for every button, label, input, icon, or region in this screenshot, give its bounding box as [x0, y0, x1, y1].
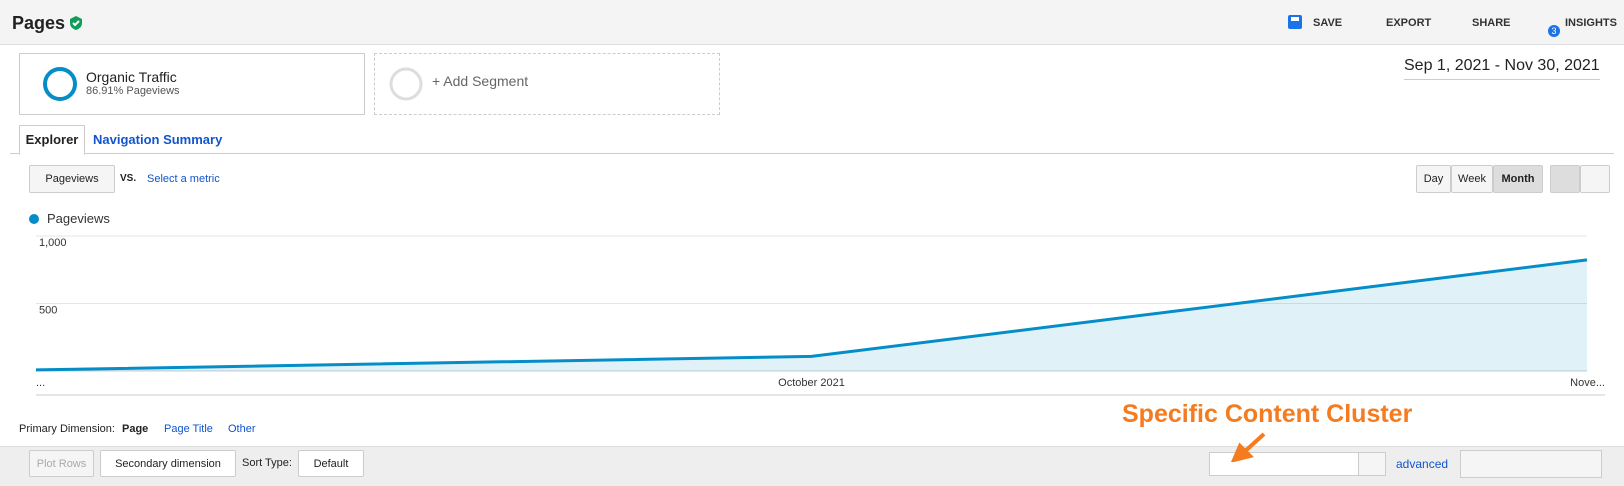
vs-label: VS. [120, 173, 137, 184]
share-button[interactable]: SHARE [1472, 17, 1511, 29]
legend-label: Pageviews [47, 211, 110, 226]
advanced-link[interactable]: advanced [1396, 457, 1449, 471]
add-segment[interactable]: + Add Segment [432, 73, 529, 89]
view-switcher[interactable] [1460, 450, 1602, 478]
x-tick-label: October 2021 [778, 377, 845, 389]
dimension[interactable]: Page [122, 423, 149, 435]
dimension[interactable]: Page Title [164, 423, 213, 435]
date-range[interactable]: Sep 1, 2021 - Nov 30, 2021 [1404, 57, 1600, 80]
line-chart-toggle[interactable] [1550, 165, 1580, 193]
x-tick-label: ... [36, 377, 45, 389]
segment-detail: 86.91% Pageviews [86, 85, 180, 97]
segment-name: Organic Traffic [86, 69, 177, 85]
annotation-arrow [1230, 432, 1266, 462]
insights-badge: 3 [1548, 25, 1560, 37]
tab[interactable]: Navigation Summary [93, 132, 223, 147]
annotation: Specific Content Cluster [1122, 400, 1413, 428]
insights-button[interactable]: INSIGHTS [1565, 17, 1617, 29]
verified-icon [70, 16, 82, 30]
segment-ring [43, 67, 77, 101]
plot-rows[interactable]: Plot Rows [29, 450, 94, 477]
x-tick-label: Nove... [1570, 377, 1605, 389]
search-button[interactable] [1358, 452, 1386, 476]
page-title: Pages [12, 13, 66, 33]
line [35, 258, 1588, 372]
y-tick-label: 1,000 [39, 237, 67, 249]
tab-rule [10, 153, 1614, 154]
period-button[interactable]: Day [1416, 165, 1451, 193]
sort-type[interactable]: Default [298, 450, 364, 477]
save-button[interactable]: SAVE [1313, 17, 1343, 29]
dimension[interactable]: Other [228, 423, 256, 435]
metric-select[interactable]: Pageviews [29, 165, 115, 193]
save-icon[interactable] [1288, 15, 1302, 29]
chart: Pageviews 1,000 500... October 2021 Nove... [29, 211, 1605, 396]
select-metric[interactable]: Select a metric [147, 173, 220, 185]
export-button[interactable]: EXPORT [1386, 17, 1432, 29]
segment-card[interactable] [19, 53, 365, 115]
area [36, 259, 1587, 371]
primary-dimension-label: Primary Dimension: [19, 423, 115, 435]
add-ring [389, 67, 423, 101]
motion-chart-toggle[interactable] [1580, 165, 1610, 193]
period-button[interactable]: Month [1493, 165, 1543, 193]
legend-dot [29, 214, 39, 224]
tab[interactable]: Explorer [19, 125, 85, 155]
sort-type-label: Sort Type: [242, 457, 292, 469]
secondary-dimension[interactable]: Secondary dimension [100, 450, 236, 477]
period-button[interactable]: Week [1451, 165, 1493, 193]
top-bar [0, 0, 1624, 45]
add-segment-card[interactable] [374, 53, 720, 115]
y-tick-label: 500 [39, 305, 57, 317]
